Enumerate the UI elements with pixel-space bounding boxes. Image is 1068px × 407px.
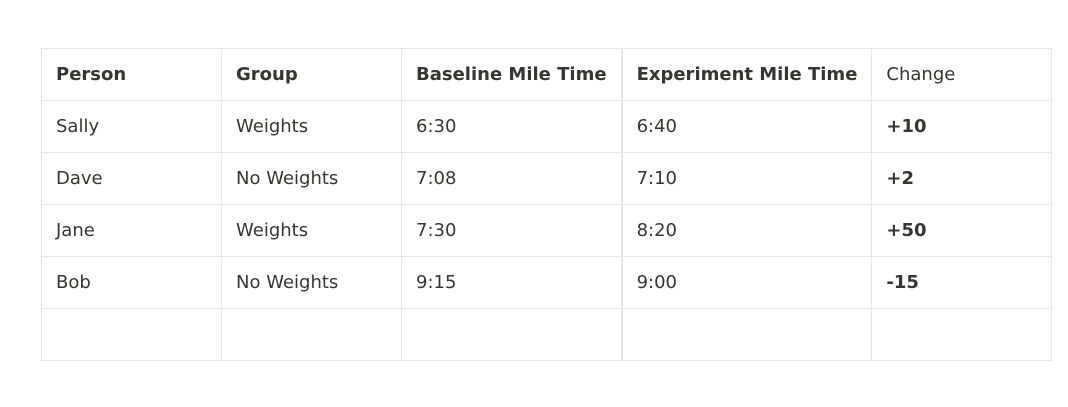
table-row: Dave No Weights 7:08 7:10 +2 <box>41 152 1053 205</box>
data-table: Person Group Baseline Mile Time Experime… <box>41 48 1053 361</box>
table-cell: No Weights <box>221 152 402 205</box>
empty-cell <box>871 308 1053 361</box>
table-row: Sally Weights 6:30 6:40 +10 <box>41 100 1053 153</box>
table-row: Jane Weights 7:30 8:20 +50 <box>41 204 1053 257</box>
table-cell: 7:08 <box>400 152 623 205</box>
table-cell: Jane <box>41 204 222 257</box>
table-cell: 9:00 <box>621 256 873 309</box>
table-body: Sally Weights 6:30 6:40 +10 Dave No Weights 7:0… <box>41 100 1053 361</box>
table-cell: Dave <box>41 152 222 205</box>
table-cell: +2 <box>871 152 1053 205</box>
header-cell: Baseline Mile Time <box>400 48 623 101</box>
table-cell: -15 <box>871 256 1053 309</box>
table-cell: +10 <box>871 100 1053 153</box>
table-cell: Sally <box>41 100 222 153</box>
table-cell: 6:40 <box>621 100 873 153</box>
table-cell: No Weights <box>221 256 402 309</box>
table-cell: 6:30 <box>400 100 623 153</box>
empty-row <box>41 308 1053 361</box>
header-cell: Person <box>41 48 222 101</box>
table-cell: Weights <box>221 100 402 153</box>
empty-cell <box>621 308 873 361</box>
header-cell: Change <box>871 48 1053 101</box>
table-cell: 8:20 <box>621 204 873 257</box>
header-cell: Group <box>221 48 402 101</box>
table-cell: Weights <box>221 204 402 257</box>
table-cell: +50 <box>871 204 1053 257</box>
table-cell: 7:10 <box>621 152 873 205</box>
empty-cell <box>221 308 402 361</box>
empty-cell <box>400 308 623 361</box>
empty-cell <box>41 308 222 361</box>
table-cell: 9:15 <box>400 256 623 309</box>
table-cell: 7:30 <box>400 204 623 257</box>
table-cell: Bob <box>41 256 222 309</box>
header-row: Person Group Baseline Mile Time Experime… <box>41 48 1053 101</box>
table-row: Bob No Weights 9:15 9:00 -15 <box>41 256 1053 309</box>
header-cell: Experiment Mile Time <box>621 48 873 101</box>
